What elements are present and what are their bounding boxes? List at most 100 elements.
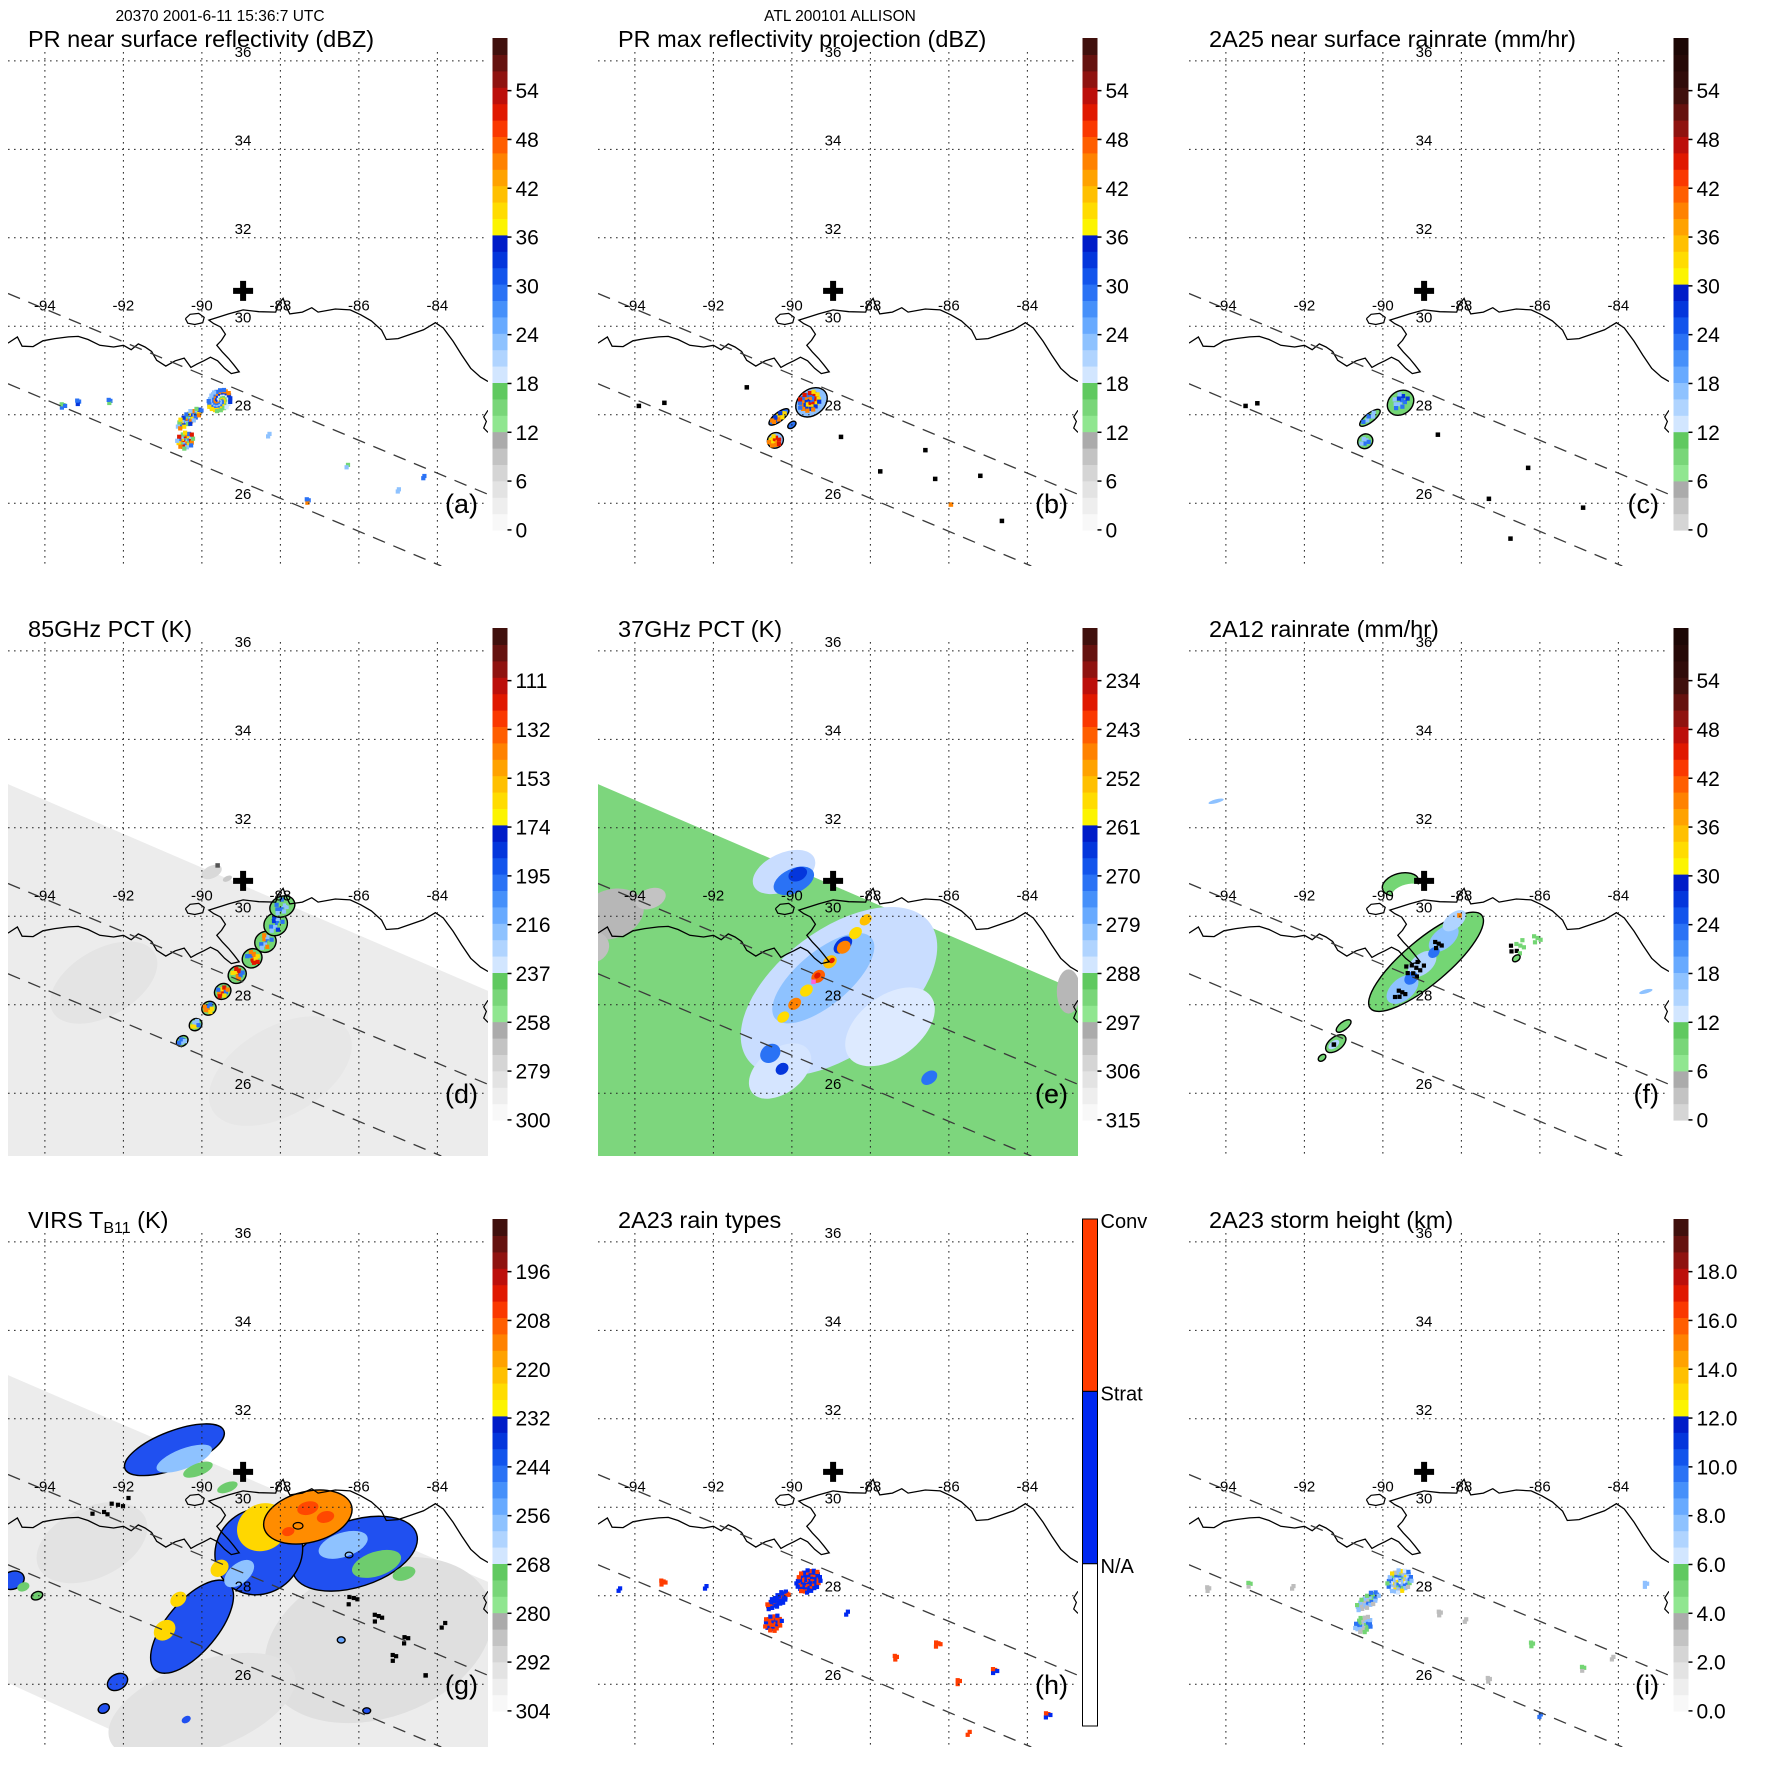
panel-letter: (c): [1628, 489, 1659, 519]
data-pixel: [1464, 1617, 1469, 1622]
colorbar-segment: [1082, 202, 1098, 219]
data-pixel: [1403, 1578, 1408, 1583]
data-pixel: [1365, 418, 1370, 423]
data-pixel: [102, 1509, 107, 1515]
storm-center-plus-icon: [1414, 280, 1435, 301]
colorbar-tick-label: 132: [516, 719, 551, 742]
colorbar-segment: [492, 1219, 508, 1236]
colorbar-segment: [492, 513, 508, 531]
data-pixel: [422, 473, 427, 479]
data-pixel: [776, 417, 781, 422]
data-pixel: [63, 403, 68, 408]
colorbar-label: Conv: [1101, 1211, 1148, 1233]
colorbar-segment: [1673, 1661, 1689, 1679]
colorbar-tick-label: 16.0: [1697, 1310, 1738, 1333]
data-pixel: [768, 437, 773, 442]
data-pixel: [275, 911, 280, 916]
data-pixel: [1436, 1609, 1441, 1614]
coastline: [598, 887, 1078, 1023]
data-pixel: [355, 1597, 360, 1602]
pr-swath-edge-dashed: [8, 973, 442, 1156]
data-pixel: [185, 422, 191, 427]
data-pixel: [1514, 941, 1519, 947]
data-dot: [1486, 496, 1492, 502]
colorbar-segment-strat: [1082, 1390, 1098, 1565]
data-region: [598, 931, 610, 963]
colorbar-segment: [1673, 398, 1689, 416]
colorbar-segment: [1673, 1103, 1689, 1121]
lat-label: 30: [825, 899, 842, 916]
data-pixel: [380, 1615, 385, 1620]
lon-label: -94: [624, 297, 646, 314]
colorbar-segment: [492, 480, 508, 498]
pr-swath-edge-dashed: [1189, 973, 1623, 1156]
data-pixel: [230, 970, 235, 975]
colorbar-segment: [1082, 939, 1098, 957]
data-pixel: [264, 938, 269, 943]
colorbar-segment: [492, 251, 508, 269]
storm-center-plus-icon: [233, 870, 254, 891]
colorbar-segment: [492, 398, 508, 416]
colorbar-tick-label: 232: [516, 1408, 551, 1431]
colorbar-segment: [492, 1678, 508, 1696]
data-pixel: [1407, 1581, 1412, 1586]
data-pixel: [1642, 1584, 1647, 1589]
colorbar-tick-label: 2.0: [1697, 1652, 1726, 1675]
colorbar-segment: [492, 103, 508, 121]
data-pixel: [768, 1628, 773, 1633]
data-pixel: [810, 1574, 815, 1579]
data-pixel: [248, 953, 253, 958]
panel-letter: (i): [1635, 1670, 1659, 1700]
colorbar-segment: [1673, 1694, 1689, 1712]
colorbar-segment: [492, 1038, 508, 1055]
data-pixel: [188, 409, 193, 414]
data-pixel: [259, 945, 264, 950]
data-pixel: [801, 406, 806, 411]
data-pixel: [770, 1605, 775, 1610]
colorbar-segment: [1673, 857, 1689, 875]
data-pixel: [1433, 939, 1438, 945]
data-pixel: [795, 1578, 800, 1584]
storm-center-plus-icon: [233, 1461, 254, 1482]
data-pixel: [1404, 964, 1409, 969]
data-dot: [1580, 505, 1586, 510]
data-pixel: [1361, 1604, 1366, 1609]
lon-label: -90: [1372, 887, 1394, 904]
lat-label: 36: [1416, 44, 1433, 61]
colorbar-segment: [1082, 988, 1098, 1006]
data-pixel: [773, 415, 778, 420]
lat-label: 28: [235, 1579, 252, 1596]
data-pixel: [801, 1570, 806, 1575]
colorbar-segment: [492, 726, 508, 744]
colorbar-segment: [1673, 1333, 1689, 1351]
colorbar-segment: [1673, 726, 1689, 744]
data-pixel: [809, 395, 814, 400]
data-region: [36, 1502, 148, 1584]
data-pixel: [772, 1596, 778, 1601]
lon-label: -90: [1372, 297, 1394, 314]
colorbar-segment: [492, 775, 508, 793]
latlon-grid: [1189, 642, 1669, 1156]
colorbar-tick-label: 42: [1697, 178, 1720, 201]
data-pixel: [805, 408, 810, 413]
data-pixel: [803, 398, 808, 403]
data-pixel: [376, 1614, 381, 1619]
colorbar-segment: [1673, 1383, 1689, 1400]
data-pixel: [1393, 402, 1398, 407]
colorbar-segment: [1673, 1301, 1689, 1318]
colorbar-segment: [492, 1645, 508, 1663]
colorbar-segment: [492, 1350, 508, 1368]
data-region: [849, 926, 862, 940]
colorbar-segment: [1673, 1268, 1689, 1286]
data-pixel: [1246, 1584, 1251, 1589]
data-pixel: [1205, 1588, 1210, 1593]
data-pixel: [1421, 963, 1426, 968]
data-dot: [1525, 465, 1531, 471]
data-pixel: [769, 1619, 774, 1624]
data-pixel: [439, 1625, 444, 1630]
data-pixel: [1361, 436, 1366, 441]
colorbar-segment: [1082, 1005, 1098, 1023]
data-pixel: [390, 1652, 395, 1658]
data-pixel: [1362, 441, 1367, 446]
data-pixel: [216, 987, 221, 992]
